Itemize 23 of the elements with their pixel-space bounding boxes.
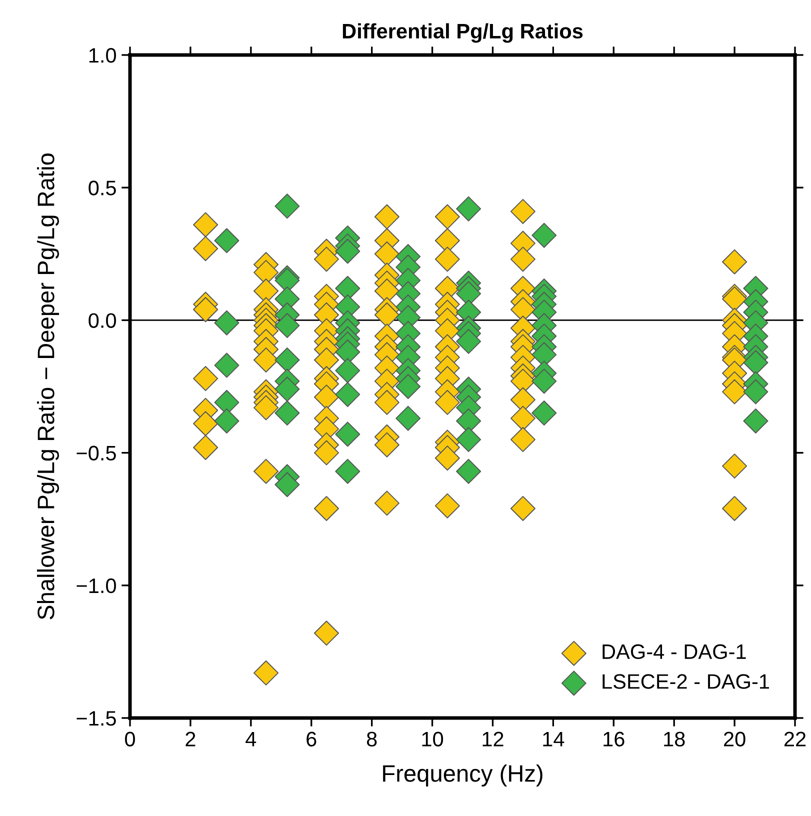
x-tick-label: 18 bbox=[664, 732, 685, 746]
x-axis-title: Frequency (Hz) bbox=[383, 764, 542, 787]
chart-title: Differential Pg/Lg Ratios bbox=[342, 23, 583, 43]
y-tick-label: 0.0 bbox=[88, 313, 116, 328]
y-axis-title: Shallower Pg/Lg Ratio − Deeper Pg/Lg Ratio bbox=[37, 154, 60, 620]
x-tick-label: 12 bbox=[482, 732, 504, 746]
y-tick-label: −1.5 bbox=[76, 711, 116, 726]
x-tick-label: 22 bbox=[784, 732, 806, 746]
x-tick-label: 20 bbox=[724, 732, 746, 746]
y-tick-label: 0.5 bbox=[88, 180, 116, 196]
legend-label: LSECE-2 - DAG-1 bbox=[602, 674, 769, 689]
x-tick-label: 8 bbox=[366, 732, 377, 746]
x-tick-label: 10 bbox=[422, 732, 444, 746]
y-tick-label: −1.0 bbox=[76, 578, 116, 594]
x-tick-label: 4 bbox=[246, 732, 256, 746]
x-tick-label: 6 bbox=[306, 732, 316, 746]
y-tick-label: 1.0 bbox=[89, 48, 116, 63]
y-tick-label: −0.5 bbox=[76, 446, 116, 461]
legend-label: DAG-4 - DAG-1 bbox=[602, 644, 746, 660]
x-tick-label: 0 bbox=[125, 732, 135, 746]
x-tick-label: 16 bbox=[604, 732, 624, 746]
x-tick-label: 2 bbox=[186, 732, 196, 746]
x-tick-label: 14 bbox=[543, 732, 564, 746]
